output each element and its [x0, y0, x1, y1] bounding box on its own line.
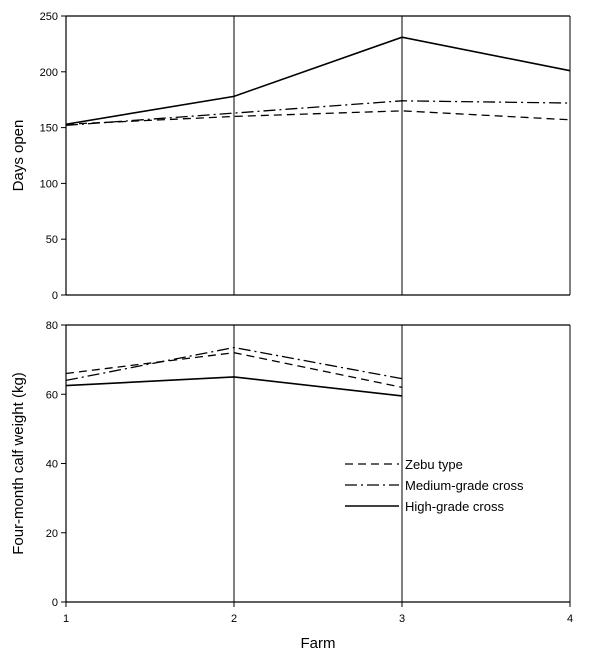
y-tick-label: 40	[46, 459, 58, 471]
y-tick-label: 60	[46, 389, 58, 401]
y-tick-label: 50	[46, 234, 58, 246]
series-line-dashed	[65, 110, 571, 125]
legend: Zebu type Medium-grade cross High-grade cr…	[345, 457, 524, 514]
top-panel: 0 50 100 150 200 250 Days open	[10, 11, 571, 302]
y-tick-label: 0	[52, 597, 58, 609]
y-tick-label: 250	[40, 11, 58, 23]
x-tick-label: 2	[231, 613, 237, 625]
series-line-dashed	[65, 352, 403, 388]
y-axis-title: Four-month calf weight (kg)	[10, 372, 27, 555]
x-axis-title: Farm	[301, 635, 336, 652]
bottom-panel: 0 20 40 60 80 1 2 3 4 Four-month calf weight (kg)…	[10, 320, 573, 652]
y-tick-label: 200	[40, 67, 58, 79]
series-line-solid	[65, 36, 571, 126]
x-tick-label: 3	[399, 613, 405, 625]
x-tick-label: 1	[63, 613, 69, 625]
y-tick-label: 0	[52, 290, 58, 302]
series-line-solid	[65, 376, 403, 397]
legend-label: Medium-grade cross	[405, 478, 524, 493]
legend-label: Zebu type	[405, 457, 463, 472]
x-tick-label: 4	[567, 613, 573, 625]
y-tick-label: 80	[46, 320, 58, 332]
y-tick-label: 150	[40, 123, 58, 135]
y-axis-title: Days open	[10, 120, 27, 192]
legend-label: High-grade cross	[405, 499, 504, 514]
series-line-dash-dot	[65, 346, 403, 382]
y-tick-label: 100	[40, 178, 58, 190]
y-tick-label: 20	[46, 528, 58, 540]
series-line-dash-dot	[65, 100, 571, 127]
